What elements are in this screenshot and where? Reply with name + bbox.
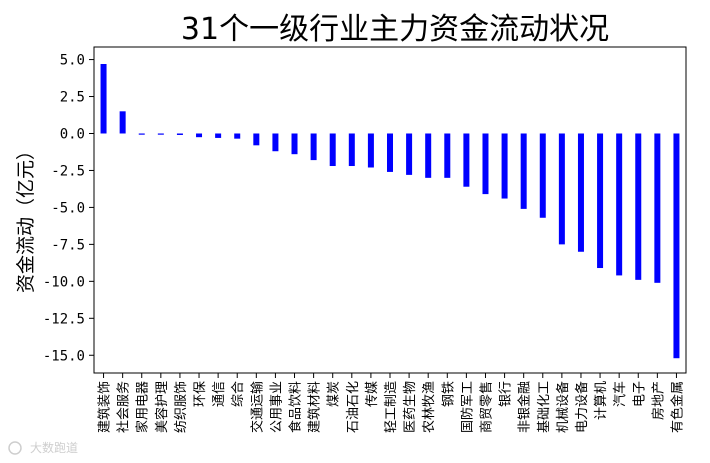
- bar-20: [463, 133, 470, 187]
- bar-16: [387, 133, 393, 172]
- bar-9: [253, 133, 260, 146]
- bars-group: [100, 64, 680, 359]
- watermark-icon: [8, 441, 22, 455]
- watermark: 大数跑道: [8, 440, 78, 455]
- bar-14: [348, 133, 355, 167]
- y-tick-label: 2.5: [60, 90, 85, 106]
- bar-7: [215, 133, 222, 138]
- x-tick-label: 电子: [632, 381, 647, 407]
- x-tick-label: 公用事业: [269, 381, 284, 433]
- x-tick-label: 美容护理: [154, 381, 170, 433]
- bar-1: [100, 64, 107, 134]
- bar-19: [444, 133, 451, 178]
- y-tick-label: -12.5: [43, 311, 85, 327]
- bar-24: [539, 133, 546, 218]
- bar-23: [520, 133, 527, 209]
- x-tick-label: 交通运输: [249, 381, 265, 433]
- x-tick-label: 纺织服饰: [174, 381, 189, 433]
- bar-31: [673, 133, 680, 359]
- y-tick-label: -5.0: [51, 200, 85, 216]
- y-tick-label: 0.0: [60, 126, 85, 142]
- bar-2: [119, 111, 126, 134]
- bar-10: [272, 133, 279, 152]
- bar-13: [329, 133, 336, 167]
- x-tick-label: 综合: [231, 381, 246, 407]
- bar-8: [234, 133, 241, 139]
- bar-22: [501, 133, 508, 199]
- bar-6: [196, 133, 203, 138]
- bar-29: [635, 133, 642, 280]
- x-tick-label: 房地产: [650, 381, 666, 420]
- y-tick-label: 5.0: [60, 53, 85, 69]
- x-tick-label: 轻工制造: [384, 381, 399, 433]
- x-tick-label: 银行: [499, 381, 514, 407]
- bar-30: [654, 133, 661, 283]
- x-tick-label: 商贸零售: [478, 381, 494, 433]
- watermark-text: 大数跑道: [30, 440, 78, 455]
- bar-18: [425, 133, 432, 178]
- x-axis-ticks: 建筑装饰 社会服务 家用电器 美容护理 纺织服饰 环保 通信 综合 交通运输 公用事业 食品饮料 建筑…: [97, 373, 685, 433]
- x-tick-label: 有色金属: [669, 381, 685, 433]
- x-tick-label: 机械设备: [555, 381, 571, 433]
- bar-27: [597, 133, 604, 269]
- bar-4: [157, 133, 164, 135]
- bar-26: [577, 133, 584, 252]
- x-tick-label: 医药生物: [403, 381, 418, 433]
- bar-12: [310, 133, 317, 161]
- x-tick-label: 汽车: [612, 381, 628, 407]
- x-tick-label: 国防军工: [459, 381, 475, 433]
- x-tick-label: 建筑装饰: [97, 381, 113, 433]
- y-tick-label: -2.5: [51, 163, 85, 179]
- x-tick-label: 电力设备: [574, 381, 590, 433]
- x-tick-label: 传媒: [365, 381, 380, 407]
- bar-25: [558, 133, 565, 245]
- x-tick-label: 环保: [193, 381, 208, 407]
- y-tick-label: -7.5: [51, 237, 85, 253]
- bar-15: [367, 133, 374, 168]
- x-tick-label: 建筑材料: [307, 381, 323, 433]
- y-tick-label: -15.0: [43, 348, 85, 364]
- x-tick-label: 煤炭: [327, 381, 342, 407]
- x-tick-label: 石油石化: [346, 381, 361, 433]
- y-tick-label: -10.0: [43, 274, 85, 290]
- x-tick-label: 计算机: [594, 381, 609, 420]
- x-tick-label: 非银金融: [517, 381, 533, 433]
- x-tick-label: 基础化工: [537, 381, 552, 433]
- bar-11: [291, 133, 298, 155]
- bar-28: [616, 133, 623, 276]
- y-axis-label: 资金流动（亿元）: [15, 141, 37, 293]
- bar-3: [138, 133, 145, 135]
- x-tick-label: 农林牧渔: [422, 381, 437, 433]
- bar-5: [176, 133, 183, 135]
- x-tick-label: 食品饮料: [288, 381, 304, 433]
- chart-title: 31个一级行业主力资金流动状况: [181, 12, 609, 47]
- x-tick-label: 社会服务: [116, 381, 132, 433]
- x-tick-label: 家用电器: [135, 381, 151, 433]
- x-tick-label: 通信: [212, 381, 227, 407]
- bar-17: [406, 133, 413, 175]
- y-axis-ticks: 5.0 2.5 0.0 -2.5 -5.0 -7.5 -10.0 -12.5 -15.0: [43, 53, 94, 364]
- x-tick-label: 钢铁: [441, 381, 456, 407]
- bar-21: [482, 133, 489, 195]
